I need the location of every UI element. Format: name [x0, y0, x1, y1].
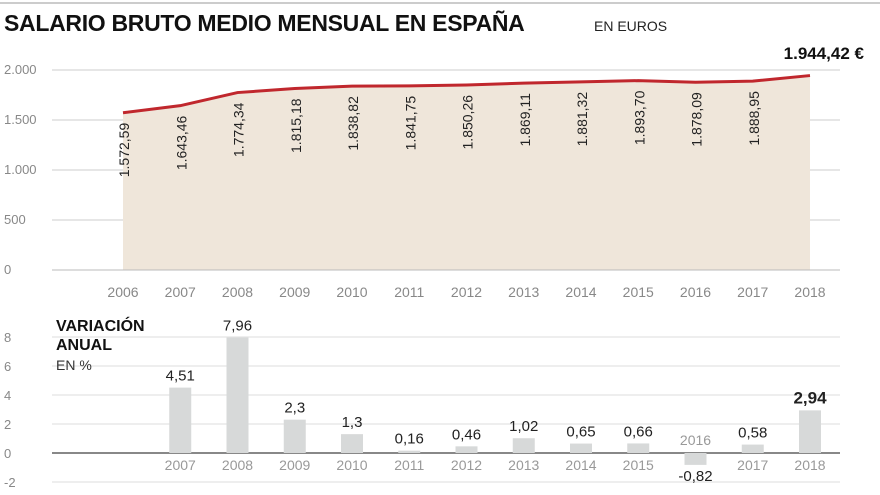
y-tick-label: 1.000 — [4, 162, 37, 177]
x-tick-label: 2008 — [222, 457, 253, 473]
bar — [455, 446, 478, 453]
x-tick-label: 2011 — [394, 457, 424, 473]
x-tick-label: 2012 — [451, 284, 482, 300]
x-tick-label: 2008 — [222, 284, 253, 300]
x-tick-label: 2015 — [623, 284, 654, 300]
data-label: 0,58 — [738, 425, 767, 442]
bar — [627, 443, 650, 453]
bar — [226, 337, 249, 453]
data-label: 7,96 — [223, 318, 252, 335]
y-tick-label: 2 — [4, 417, 11, 432]
x-tick-label: 2009 — [279, 457, 310, 473]
bar — [570, 443, 592, 453]
y-tick-label: 0 — [4, 262, 11, 277]
bar — [741, 444, 764, 453]
x-tick-label: 2016 — [680, 432, 711, 448]
x-tick-label: 2018 — [794, 457, 825, 473]
x-tick-label: 2013 — [508, 284, 539, 300]
data-label: 1.893,70 — [631, 90, 647, 145]
data-label: 0,66 — [624, 423, 653, 440]
x-tick-label: 2010 — [336, 457, 367, 473]
top-rule — [0, 2, 880, 4]
data-label: 1.881,32 — [574, 92, 590, 147]
data-label: 1.869,11 — [517, 93, 533, 147]
x-tick-label: 2017 — [737, 457, 768, 473]
bar — [341, 434, 363, 453]
y-tick-label: 8 — [4, 330, 11, 345]
x-tick-label: 2015 — [623, 457, 654, 473]
data-label: 1.774,34 — [231, 102, 247, 157]
x-tick-label: 2012 — [451, 457, 482, 473]
data-label: 2,94 — [793, 388, 827, 407]
x-tick-label: 2006 — [107, 284, 138, 300]
y-tick-label: 2.000 — [4, 62, 37, 77]
y-tick-label: -2 — [4, 475, 16, 490]
x-tick-label: 2007 — [165, 457, 196, 473]
area-fill — [123, 75, 810, 270]
data-label: 4,51 — [166, 368, 195, 385]
last-value-label: 1.944,42 € — [783, 44, 864, 63]
bar — [283, 419, 306, 453]
bar — [512, 438, 535, 453]
variation-unit: EN % — [56, 357, 92, 373]
data-label: 1.838,82 — [345, 96, 361, 151]
y-tick-label: 1.500 — [4, 112, 37, 127]
data-label: 1.572,59 — [116, 123, 132, 178]
chart-subtitle: EN EUROS — [594, 18, 668, 34]
x-tick-label: 2007 — [165, 284, 196, 300]
data-label: 1.878,09 — [689, 92, 705, 147]
x-tick-label: 2010 — [336, 284, 367, 300]
data-label: 1.841,75 — [402, 96, 418, 151]
x-tick-label: 2014 — [565, 284, 596, 300]
data-label: 0,16 — [395, 431, 424, 448]
series-line — [122, 74, 811, 115]
data-label: 1.815,18 — [288, 98, 304, 153]
bar — [799, 410, 821, 453]
bar — [169, 387, 192, 453]
data-label: 1,02 — [509, 418, 538, 435]
data-label: 1.850,26 — [460, 95, 476, 150]
x-tick-label: 2016 — [680, 284, 711, 300]
data-label: 1.643,46 — [173, 115, 189, 170]
x-tick-label: 2018 — [794, 284, 825, 300]
data-label: 2,3 — [284, 400, 305, 417]
y-tick-label: 4 — [4, 388, 11, 403]
variation-title: VARIACIÓN ANUAL — [56, 318, 145, 354]
bar — [684, 453, 707, 465]
data-label: 1,3 — [342, 414, 363, 431]
data-label: 1.888,95 — [746, 91, 762, 146]
x-tick-label: 2017 — [737, 284, 768, 300]
x-tick-label: 2009 — [279, 284, 310, 300]
y-tick-label: 0 — [4, 446, 11, 461]
x-tick-label: 2013 — [508, 457, 539, 473]
data-label: 0,65 — [566, 424, 595, 441]
data-label: -0,82 — [678, 468, 712, 485]
x-tick-label: 2014 — [565, 457, 596, 473]
data-label: 0,46 — [452, 426, 481, 443]
y-tick-label: 500 — [4, 212, 26, 227]
chart-title: SALARIO BRUTO MEDIO MENSUAL EN ESPAÑA — [4, 10, 525, 36]
bar — [398, 450, 421, 453]
y-tick-label: 6 — [4, 359, 11, 374]
x-tick-label: 2011 — [394, 284, 424, 300]
